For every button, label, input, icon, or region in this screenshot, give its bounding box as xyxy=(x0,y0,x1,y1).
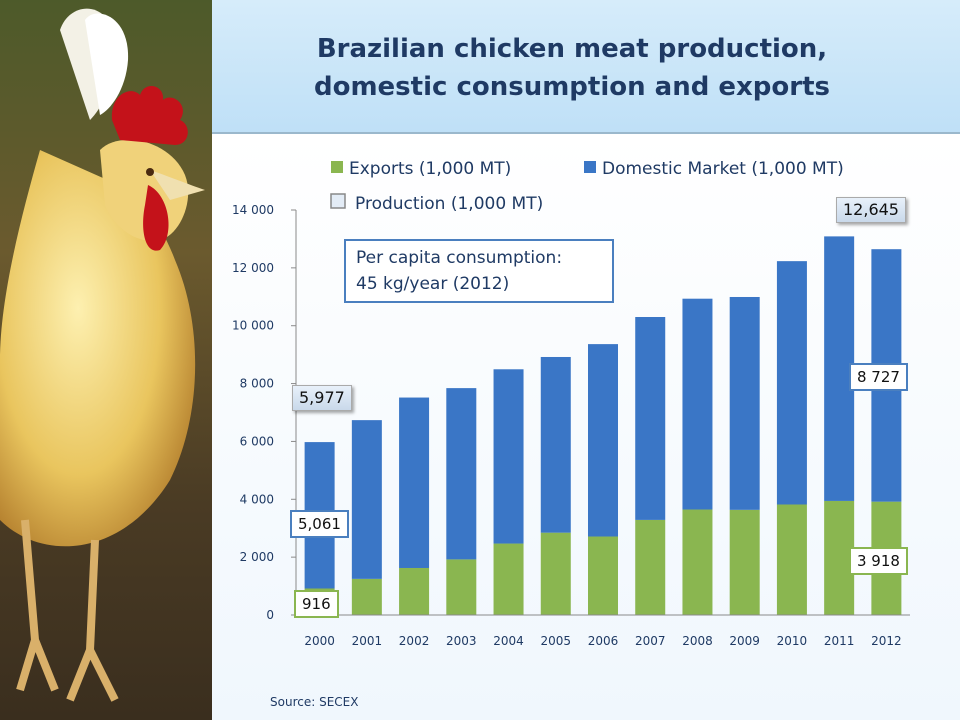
bar-exports-2004 xyxy=(493,543,524,615)
y-tick-label: 10 000 xyxy=(232,319,274,333)
bar-exports-2003 xyxy=(446,559,477,615)
bar-domestic-2004 xyxy=(493,369,524,544)
x-tick-label: 2001 xyxy=(352,634,383,648)
legend-label-exports: Exports (1,000 MT) xyxy=(349,159,511,179)
x-tick-label: 2008 xyxy=(682,634,713,648)
x-tick-label: 2009 xyxy=(729,634,760,648)
bar-domestic-2008 xyxy=(682,298,713,510)
bar-domestic-2009 xyxy=(729,296,760,510)
y-tick-label: 2 000 xyxy=(240,550,274,564)
y-tick-label: 0 xyxy=(266,608,274,622)
exports-2000-label: 916 xyxy=(294,590,339,618)
bar-domestic-2005 xyxy=(540,356,571,533)
production-2000-label: 5,977 xyxy=(292,385,352,411)
x-tick-label: 2005 xyxy=(540,634,571,648)
legend-swatch-domestic xyxy=(584,161,596,173)
title-line-2: domestic consumption and exports xyxy=(313,72,831,102)
y-tick-label: 4 000 xyxy=(240,492,274,506)
domestic-2012-label: 8 727 xyxy=(849,363,908,391)
bar-domestic-2003 xyxy=(446,388,477,560)
bar-exports-2007 xyxy=(635,519,666,615)
exports-2012-label: 3 918 xyxy=(849,547,908,575)
y-tick-label: 6 000 xyxy=(240,434,274,448)
bar-domestic-2002 xyxy=(399,397,430,568)
y-tick-label: 14 000 xyxy=(232,203,274,217)
per-capita-annotation: Per capita consumption: 45 kg/year (2012… xyxy=(344,239,614,303)
source-note: Source: SECEX xyxy=(270,695,359,709)
title-line-1: Brazilian chicken meat production, xyxy=(316,34,828,64)
legend-label-domestic: Domestic Market (1,000 MT) xyxy=(602,159,844,179)
bar-exports-2009 xyxy=(729,509,760,615)
annotation-line-2: 45 kg/year (2012) xyxy=(356,274,510,294)
x-tick-label: 2006 xyxy=(588,634,619,648)
x-tick-label: 2010 xyxy=(777,634,808,648)
y-tick-label: 8 000 xyxy=(240,377,274,391)
y-tick-label: 12 000 xyxy=(232,261,274,275)
annotation-line-1: Per capita consumption: xyxy=(356,248,563,268)
legend-swatch-exports xyxy=(331,161,343,173)
legend-label-production: Production (1,000 MT) xyxy=(355,194,543,214)
x-tick-label: 2003 xyxy=(446,634,477,648)
x-tick-label: 2012 xyxy=(871,634,902,648)
production-2012-label: 12,645 xyxy=(836,197,906,223)
chart-title: Brazilian chicken meat production, domes… xyxy=(212,30,932,106)
bar-exports-2010 xyxy=(776,504,807,615)
bar-exports-2008 xyxy=(682,509,713,615)
title-banner xyxy=(212,0,960,134)
legend-swatch-production xyxy=(330,193,346,209)
x-tick-label: 2007 xyxy=(635,634,666,648)
bar-domestic-2007 xyxy=(635,317,666,520)
bar-exports-2001 xyxy=(351,578,382,615)
bar-domestic-2006 xyxy=(588,344,618,537)
bar-exports-2006 xyxy=(588,536,618,615)
domestic-2000-label: 5,061 xyxy=(290,510,349,538)
x-tick-label: 2002 xyxy=(399,634,430,648)
bar-domestic-2010 xyxy=(776,261,807,505)
bar-domestic-2001 xyxy=(351,420,382,579)
x-tick-label: 2000 xyxy=(304,634,335,648)
x-tick-label: 2011 xyxy=(824,634,855,648)
rooster-photo xyxy=(0,0,212,720)
x-tick-label: 2004 xyxy=(493,634,524,648)
bar-exports-2002 xyxy=(399,567,430,615)
bar-exports-2005 xyxy=(540,532,571,615)
